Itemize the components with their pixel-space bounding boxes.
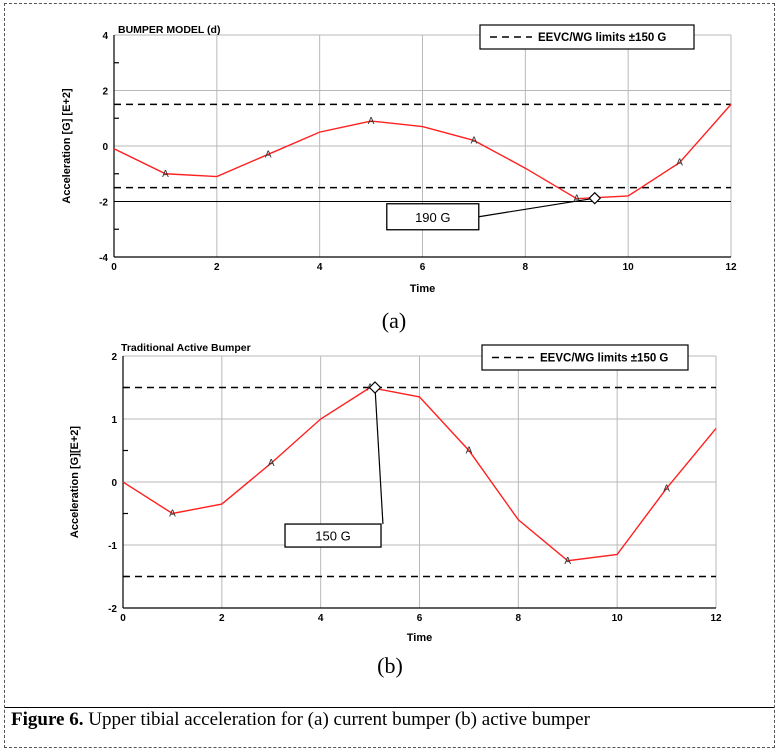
- y-tick-label: -2: [99, 198, 108, 209]
- annotation-leader: [374, 387, 384, 525]
- y-tick-label: -4: [99, 253, 108, 264]
- x-tick-label: 0: [111, 262, 117, 273]
- series-marker-label: A: [471, 135, 478, 146]
- series-marker-label: A: [573, 194, 580, 205]
- x-tick-label: 12: [710, 613, 722, 624]
- chart-title: Traditional Active Bumper: [121, 342, 251, 354]
- figure-frame: [4, 3, 775, 748]
- y-tick-label: -1: [108, 541, 117, 552]
- series-line: [122, 386, 717, 562]
- annotation-text: 150 G: [315, 529, 350, 544]
- panel-label: (a): [382, 308, 406, 333]
- y-tick-label: -2: [108, 604, 117, 615]
- y-axis-label: Acceleration [G] [E+2]: [61, 88, 73, 204]
- series-marker-label: A: [368, 116, 375, 127]
- legend-label: EEVC/WG limits ±150 G: [538, 32, 666, 44]
- y-tick-label: 2: [111, 352, 117, 363]
- y-tick-label: 2: [102, 87, 108, 98]
- series-marker-label: A: [466, 446, 473, 457]
- x-tick-label: 10: [612, 613, 624, 624]
- legend-label: EEVC/WG limits ±150 G: [540, 353, 668, 365]
- x-axis-label: Time: [410, 283, 435, 295]
- panel-label: (b): [377, 653, 403, 678]
- caption-text: Upper tibial acceleration for (a) curren…: [83, 709, 590, 730]
- x-tick-label: 2: [219, 613, 225, 624]
- annotation-leader: [478, 197, 595, 218]
- x-tick-label: 2: [214, 262, 220, 273]
- x-tick-label: 4: [318, 613, 324, 624]
- annotation-text: 190 G: [415, 210, 450, 225]
- series-marker-label: A: [169, 509, 176, 520]
- series-marker-label: A: [564, 556, 571, 567]
- chart-title: BUMPER MODEL (d): [118, 24, 220, 36]
- x-tick-label: 10: [623, 262, 635, 273]
- x-tick-label: 8: [516, 613, 522, 624]
- figure-caption: Figure 6. Upper tibial acceleration for …: [5, 707, 774, 747]
- y-axis-label: Acceleration [G][E+2]: [69, 426, 81, 539]
- series-marker-label: A: [265, 149, 272, 160]
- chart-panel-a: 0 2 4 6 8 10 12 -4 -2 0 2 4 Time Acceleration [G] [E+…: [61, 24, 737, 333]
- series-marker-label: A: [268, 458, 275, 469]
- x-tick-label: 6: [417, 613, 423, 624]
- y-tick-label: 4: [102, 31, 108, 42]
- x-axis-label: Time: [407, 632, 432, 644]
- peak-point-marker: [588, 191, 602, 205]
- x-tick-label: 8: [523, 262, 529, 273]
- x-tick-label: 6: [420, 262, 426, 273]
- x-tick-label: 4: [317, 262, 323, 273]
- x-tick-label: 0: [120, 613, 126, 624]
- series-line: [113, 103, 732, 200]
- caption-label: Figure 6.: [11, 709, 84, 730]
- series-marker-label: A: [162, 169, 169, 180]
- annotation-box: [284, 523, 382, 548]
- peak-point-marker: [368, 381, 382, 394]
- y-tick-label: 0: [111, 478, 117, 489]
- series-marker-label: A: [676, 158, 683, 169]
- y-tick-label: 1: [111, 415, 117, 426]
- y-tick-label: 0: [102, 142, 108, 153]
- annotation-box: [386, 203, 480, 231]
- series-marker-label: A: [663, 483, 670, 494]
- x-tick-label: 12: [725, 262, 737, 273]
